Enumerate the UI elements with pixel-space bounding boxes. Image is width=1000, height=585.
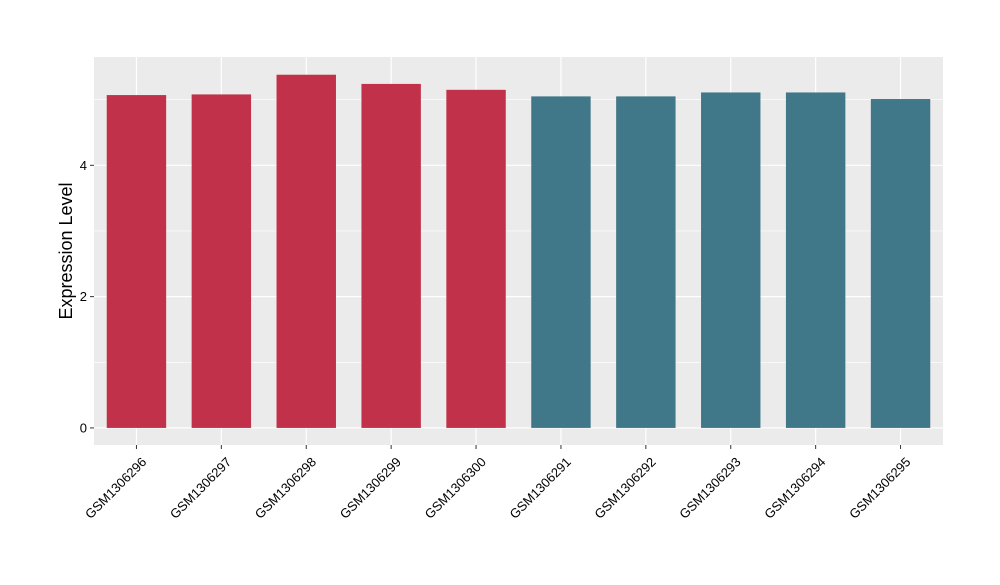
y-tick-label: 0 [80,420,87,435]
bar-GSM1306300 [446,89,506,428]
x-tick-label: GSM1306300 [422,454,489,521]
bar-GSM1306294 [785,92,846,428]
bar-GSM1306295 [870,99,931,428]
x-tick-label: GSM1306294 [761,454,828,521]
y-tick-label: 4 [80,158,87,173]
bars [106,74,931,428]
bar-GSM1306298 [276,74,336,428]
bar-GSM1306292 [616,96,676,428]
x-tick-label: GSM1306293 [676,454,743,521]
x-tick-label: GSM1306298 [252,454,319,521]
bar-GSM1306291 [531,96,591,428]
y-tick-label: 2 [80,289,87,304]
y-axis: 0 2 4 [80,158,94,435]
x-tick-label: GSM1306295 [846,454,913,521]
x-tick-label: GSM1306297 [167,454,234,521]
bar-GSM1306296 [106,95,167,428]
x-tick-label: GSM1306291 [507,454,574,521]
x-axis: GSM1306296 GSM1306297 GSM1306298 GSM1306299… [82,445,913,522]
bar-GSM1306299 [361,83,421,428]
x-tick-label: GSM1306292 [591,454,658,521]
bar-GSM1306293 [701,92,761,428]
x-tick-label: GSM1306296 [82,454,149,521]
bar-GSM1306297 [191,94,252,428]
y-axis-title: Expression Level [56,182,76,319]
x-tick-label: GSM1306299 [337,454,404,521]
